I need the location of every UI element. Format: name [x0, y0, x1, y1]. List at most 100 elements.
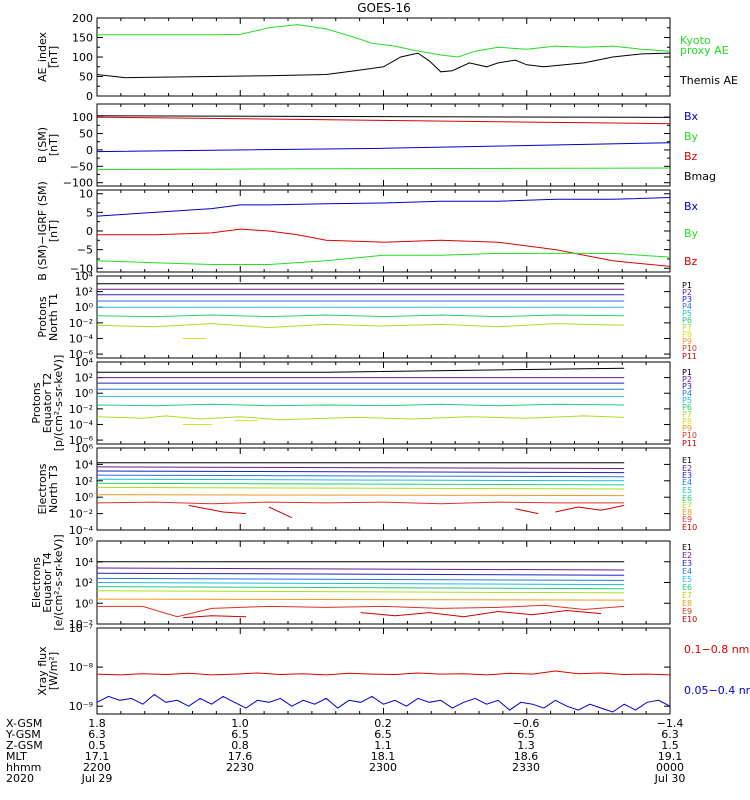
orbit-cell: 6.3 — [661, 728, 679, 741]
legend-label: E2 — [682, 464, 692, 473]
legend-label: P8 — [682, 330, 692, 339]
y-tick-label: 10² — [75, 577, 93, 590]
legend-label: Bx — [684, 110, 699, 123]
orbit-cell: 1.0 — [231, 717, 249, 730]
orbit-cell: 18.1 — [371, 750, 396, 763]
legend-label: P3 — [682, 295, 692, 304]
legend-label: P8 — [682, 417, 692, 426]
legend-label: E3 — [682, 471, 692, 480]
orbit-cell: 2330 — [512, 761, 540, 774]
orbit-cell: 0.5 — [88, 739, 106, 752]
y-tick-label: 10⁻² — [69, 618, 93, 631]
series-line-by — [97, 167, 670, 171]
y-tick-label: 100 — [72, 111, 93, 124]
y-tick-label: 150 — [72, 32, 93, 45]
orbit-cell: 1.1 — [374, 739, 392, 752]
legend-label: E9 — [682, 515, 692, 524]
legend-label: P1 — [682, 368, 692, 377]
legend-label: P9 — [682, 337, 692, 346]
legend-label: Bmag — [684, 170, 716, 183]
y-axis-label: [nT] — [47, 134, 60, 156]
orbit-table: X-GSMY-GSMZ-GSMMLThhmm20201.86.30.517.12… — [5, 717, 685, 785]
y-axis-label: [e/(cm²-s-sr-keV)] — [52, 534, 65, 630]
legend-label: Bx — [684, 200, 699, 213]
series-group — [97, 462, 625, 519]
legend-label: E10 — [682, 615, 697, 624]
orbit-row-label: 2020 — [6, 772, 34, 785]
legend-label: E7 — [682, 591, 692, 600]
legend-label: E6 — [682, 494, 692, 503]
y-tick-label: 10⁴ — [75, 270, 94, 283]
series-line-e9 — [97, 604, 625, 618]
series-group — [97, 283, 625, 339]
y-tick-label: 10⁻⁷ — [69, 622, 93, 635]
orbit-cell: 6.5 — [374, 728, 392, 741]
y-tick-label: 0 — [86, 225, 93, 238]
series-line-0-1-0-8-nm — [97, 670, 670, 676]
y-tick-label: 10⁶ — [75, 442, 94, 455]
legend-label: P6 — [682, 316, 692, 325]
legend-label: P3 — [682, 382, 692, 391]
legend-label: P10 — [682, 344, 697, 353]
legend-label: P5 — [682, 309, 692, 318]
orbit-row-label: MLT — [6, 750, 27, 763]
y-axis-label: B (SM)−IGRF (SM) — [36, 181, 49, 281]
series-line-e6 — [97, 586, 625, 590]
legend-label: E3 — [682, 559, 692, 568]
y-tick-label: −100 — [63, 177, 93, 190]
series-line-p6 — [97, 314, 625, 318]
series-line-e2 — [97, 466, 625, 469]
y-tick-label: 10⁴ — [75, 458, 94, 471]
legend-label: E1 — [682, 456, 692, 465]
series-line-bx — [97, 142, 670, 153]
orbit-cell: 2200 — [83, 761, 111, 774]
y-axis-label: Electrons — [36, 463, 49, 514]
legend-label: By — [684, 130, 699, 143]
series-line-e3 — [97, 572, 625, 576]
legend-label: P11 — [682, 352, 697, 361]
legend-label: P7 — [682, 323, 692, 332]
legend-label: E2 — [682, 551, 692, 560]
series-line-by — [97, 252, 670, 265]
orbit-cell: −0.6 — [513, 717, 540, 730]
orbit-cell: 17.6 — [228, 750, 253, 763]
orbit-cell: 18.6 — [514, 750, 539, 763]
panel-frame — [96, 627, 671, 715]
orbit-row-label: hhmm — [6, 761, 41, 774]
series-group — [97, 197, 670, 267]
orbit-cell: 0.2 — [374, 717, 392, 730]
y-tick-label: −50 — [70, 160, 93, 173]
series-line-bz — [97, 116, 670, 125]
y-tick-label: 200 — [72, 12, 93, 25]
series-line-e10b — [268, 506, 293, 519]
series-line-bmag — [97, 115, 670, 118]
y-axis-label: B (SM) — [36, 127, 49, 163]
orbit-row-label: Z-GSM — [6, 739, 43, 752]
y-tick-label: 0 — [86, 144, 93, 157]
series-line-e3 — [97, 470, 625, 474]
y-tick-label: 0 — [86, 90, 93, 103]
y-tick-label: 10⁻⁸ — [69, 661, 94, 674]
y-tick-label: 10² — [75, 475, 93, 488]
y-tick-label: 10² — [75, 286, 93, 299]
series-line-e8 — [97, 598, 625, 601]
y-tick-label: 10⁻⁴ — [69, 332, 94, 345]
y-axis-label: Xray flux — [36, 646, 49, 696]
y-tick-label: 10⁶ — [75, 535, 94, 548]
orbit-cell: 6.5 — [517, 728, 535, 741]
y-axis-label: [nT] — [47, 46, 60, 68]
orbit-cell: 19.1 — [658, 750, 683, 763]
orbit-cell: 2300 — [369, 761, 397, 774]
series-line-e6 — [97, 482, 625, 486]
orbit-cell: 1.3 — [517, 739, 535, 752]
y-axis-label: [nT] — [47, 220, 60, 242]
y-axis-label: AE_index — [36, 31, 49, 82]
panel-3: −10 −5 0 5 10 B (SM)−IGRF (SM)[nT] Bx By Bz — [36, 181, 699, 281]
y-axis-label: Protons — [36, 296, 49, 337]
legend-label: E6 — [682, 583, 692, 592]
